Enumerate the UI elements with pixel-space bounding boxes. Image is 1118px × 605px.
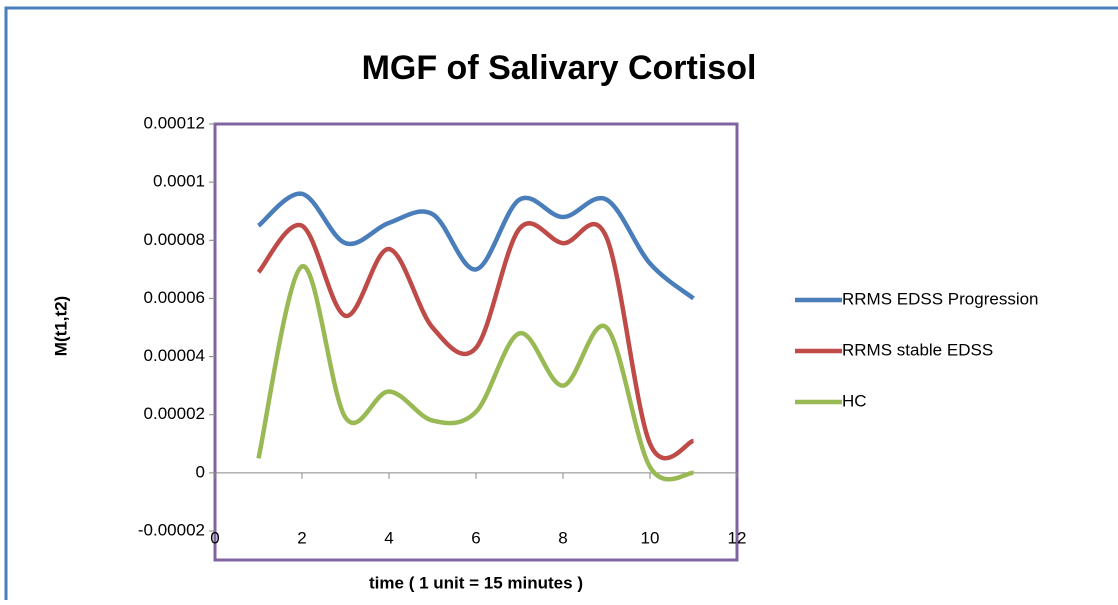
chart-frame	[4, 6, 1118, 605]
x-tick-label: 2	[297, 528, 306, 547]
x-tick-label: 12	[728, 528, 747, 547]
plot-frame	[213, 122, 739, 562]
series-line	[256, 264, 694, 482]
y-tick-label: 0.00006	[144, 288, 205, 307]
series-line	[257, 191, 695, 301]
y-tick-label: 0.0001	[153, 172, 205, 191]
x-tick-label: 8	[558, 528, 567, 547]
y-tick-label: -0.00002	[138, 520, 205, 539]
legend-label: HC	[842, 391, 867, 410]
y-axis-title: M(t1,t2)	[51, 296, 70, 356]
legend-label: RRMS EDSS Progression	[842, 289, 1039, 308]
x-tick-label: 6	[471, 528, 480, 547]
y-tick-label: 0.00002	[144, 404, 205, 423]
y-tick-label: 0.00008	[144, 230, 205, 249]
y-tick-label: 0.00004	[144, 346, 205, 365]
x-tick-label: 10	[641, 528, 660, 547]
y-tick-label: 0.00012	[144, 113, 205, 132]
series-line	[256, 221, 695, 461]
y-tick-label: 0	[196, 462, 205, 481]
legend-label: RRMS stable EDSS	[842, 340, 993, 359]
x-tick-label: 4	[384, 528, 393, 547]
x-axis-title: time ( 1 unit = 15 minutes )	[369, 573, 583, 592]
chart-title: MGF of Salivary Cortisol	[362, 49, 757, 87]
x-tick-label: 0	[210, 528, 219, 547]
